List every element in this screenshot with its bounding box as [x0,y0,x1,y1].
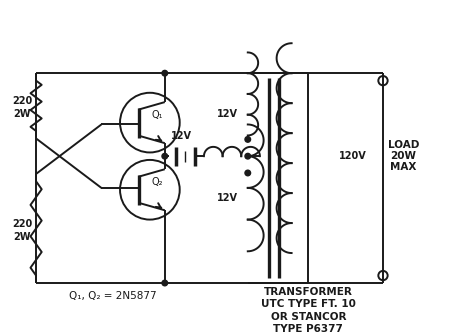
Text: 20W: 20W [391,151,417,161]
Circle shape [162,70,168,76]
Text: UTC TYPE FT. 10: UTC TYPE FT. 10 [261,299,356,309]
Text: 2W: 2W [13,109,31,119]
Circle shape [162,153,168,159]
Text: 220: 220 [12,96,32,106]
Text: 12V: 12V [171,131,192,141]
Text: LOAD: LOAD [388,140,419,150]
Text: 2W: 2W [13,232,31,242]
Circle shape [245,170,251,176]
Text: OR STANCOR: OR STANCOR [271,311,346,322]
Text: 12V: 12V [217,109,238,119]
Text: TRANSFORMER: TRANSFORMER [264,287,353,297]
Text: 220: 220 [12,219,32,229]
Text: MAX: MAX [390,162,417,172]
Text: Q₁, Q₂ = 2N5877: Q₁, Q₂ = 2N5877 [69,291,156,301]
Text: Q₁: Q₁ [152,110,163,120]
Text: TYPE P6377: TYPE P6377 [273,324,343,332]
Circle shape [245,136,251,142]
Text: 12V: 12V [217,193,238,203]
Text: 120V: 120V [339,151,367,161]
Text: Q₂: Q₂ [152,177,163,187]
Circle shape [245,153,251,159]
Circle shape [162,280,168,286]
